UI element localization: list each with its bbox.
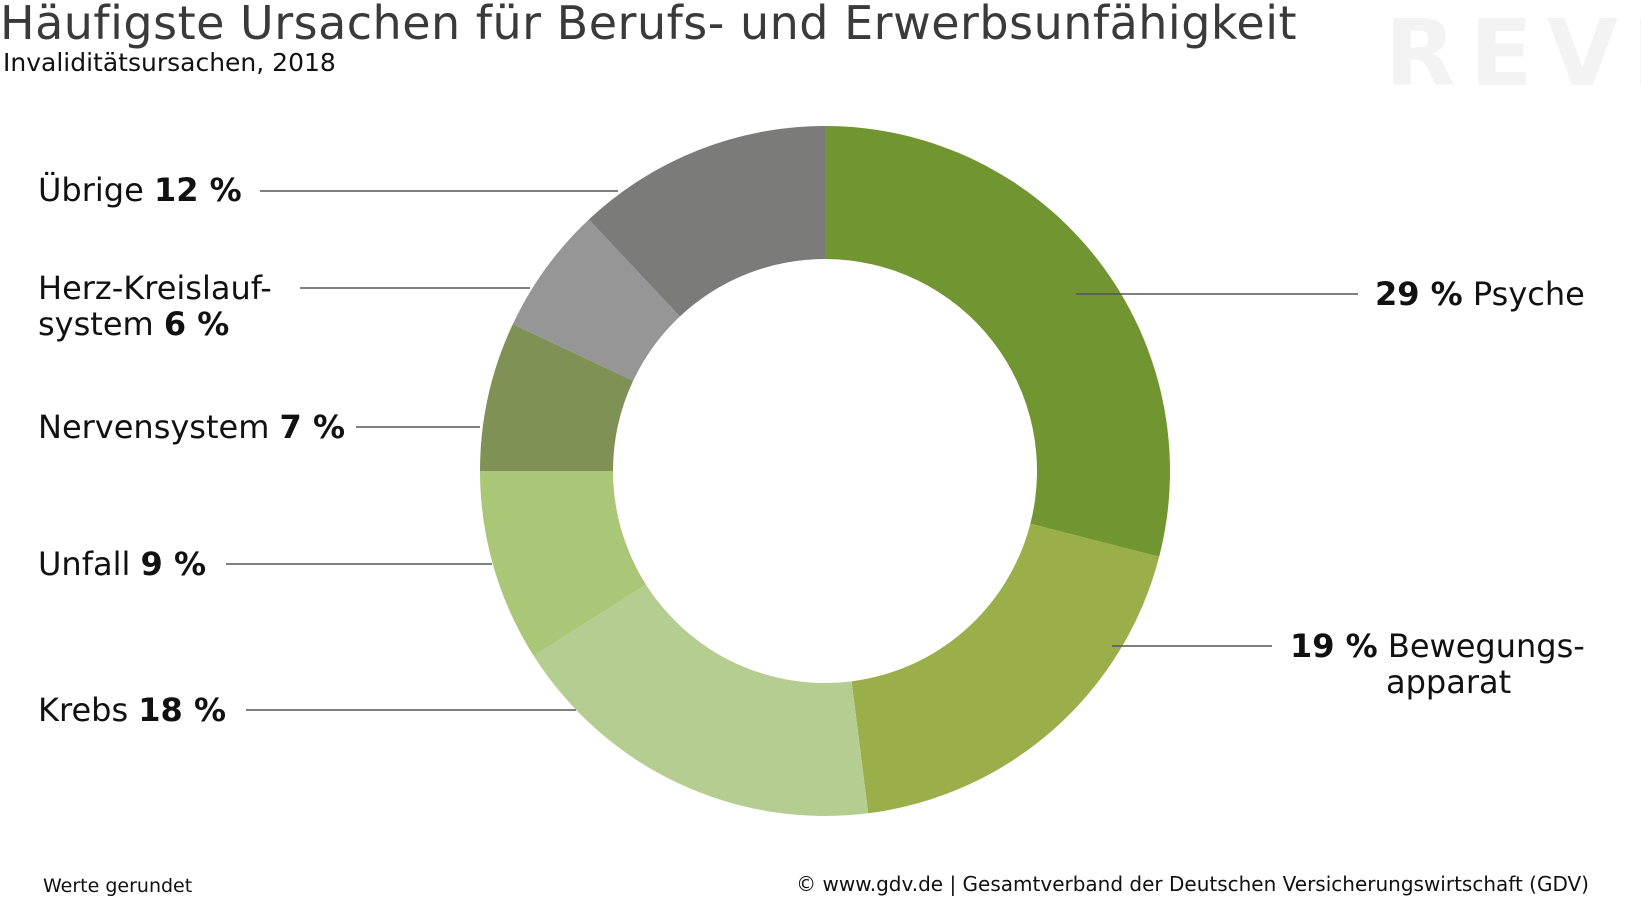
label-unfall-name: Unfall <box>38 545 131 583</box>
slice-herz-kreislaufsystem <box>512 219 680 381</box>
label-nerven-name: Nervensystem <box>38 408 270 446</box>
label-uebrige-name: Übrige <box>38 171 144 209</box>
chart-subtitle: Invaliditätsursachen, 2018 <box>3 48 336 77</box>
label-psyche: 29 % Psyche <box>1375 276 1585 312</box>
label-bewegung-name-line2: apparat <box>1386 663 1512 701</box>
slice-unfall <box>480 471 647 656</box>
label-bewegung-name-line1: Bewegungs- <box>1387 627 1585 665</box>
slice-nervensystem <box>480 324 634 471</box>
slice-übrige <box>588 126 825 317</box>
label-nerven-value: 7 % <box>279 408 346 446</box>
label-bewegung-value: 19 % <box>1290 627 1378 665</box>
label-uebrige: Übrige 12 % <box>38 172 242 208</box>
chart-title: Häufigste Ursachen für Berufs- und Erwer… <box>0 0 1298 50</box>
label-unfall: Unfall 9 % <box>38 546 206 582</box>
label-nerven: Nervensystem 7 % <box>38 409 345 445</box>
footnote: Werte gerundet <box>43 875 193 897</box>
label-uebrige-value: 12 % <box>153 171 242 209</box>
label-herz-value: 6 % <box>163 305 230 343</box>
slice-psyche <box>825 126 1170 557</box>
label-psyche-value: 29 % <box>1375 275 1463 313</box>
label-krebs: Krebs 18 % <box>38 692 226 728</box>
slice-krebs <box>533 584 869 817</box>
label-herz-name-line2: system <box>38 305 154 343</box>
label-krebs-value: 18 % <box>138 691 227 729</box>
label-unfall-value: 9 % <box>140 545 206 583</box>
source-credit: © www.gdv.de | Gesamtverband der Deutsch… <box>796 872 1589 896</box>
label-krebs-name: Krebs <box>38 691 129 729</box>
label-herz: Herz-Kreislauf- system 6 % <box>38 270 272 342</box>
slice-bewegungsapparat <box>851 523 1160 814</box>
label-bewegung: 19 % Bewegungs- apparat <box>1290 628 1585 700</box>
label-psyche-name: Psyche <box>1472 275 1585 313</box>
label-herz-name-line1: Herz-Kreislauf- <box>38 269 272 307</box>
watermark-logo: REVE <box>1385 0 1641 107</box>
